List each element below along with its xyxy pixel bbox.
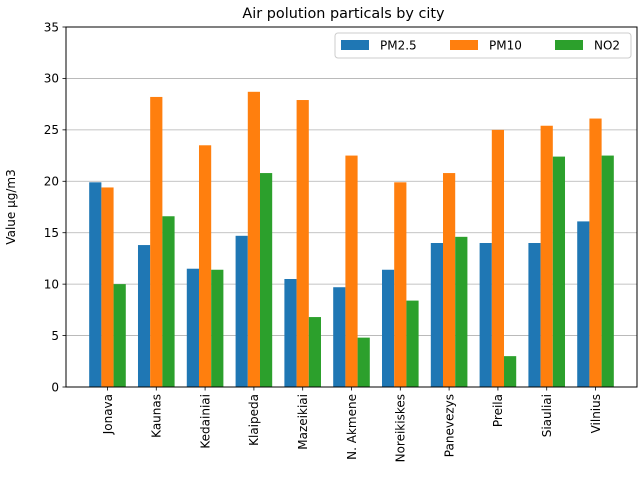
bar-no2-klaipeda [259,173,273,387]
bar-no2-kedainiai [211,269,224,387]
y-tick-label: 35 [44,20,59,34]
bar-pm10-mazeikiai [296,100,309,388]
y-tick-label: 0 [51,380,59,394]
bar-no2-siauliai [552,156,566,387]
bar-pm10-preila [491,129,505,387]
bar-pm10-klaipeda [247,91,260,388]
bar-pm10-noreikiskes [394,182,407,387]
legend-swatch-pm2-5 [341,40,369,50]
bar-pm10-siauliai [540,125,553,387]
x-tick-label: Klaipeda [247,394,261,446]
legend-label: PM10 [489,39,522,53]
bar-no2-panevezys [455,236,468,387]
bar-pm2-5-panevezys [430,243,444,387]
legend-swatch-pm10 [450,40,478,50]
bar-pm10-vilnius [589,118,602,388]
x-tick-label: N. Akmene [345,394,359,460]
bar-pm10-n-akmene [345,155,358,387]
x-tick-label: Siauliai [540,394,554,437]
bar-no2-kaunas [162,216,175,387]
chart-title: Air polution particals by city [242,6,445,22]
y-tick-label: 30 [44,72,59,86]
bar-no2-mazeikiai [308,317,321,387]
bars [89,91,614,388]
bar-no2-n-akmene [357,337,370,387]
legend: PM2.5 PM10 NO2 [334,32,632,59]
x-tick-label: Mazeikiai [296,394,310,450]
bar-pm2-5-noreikiskes [382,269,395,387]
legend-box [334,32,632,59]
bar-pm10-kaunas [150,96,163,387]
bar-pm2-5-kaunas [137,245,151,387]
x-tick-label: Jonava [101,394,115,435]
y-tick-label: 5 [51,329,59,343]
y-tick-label: 25 [44,123,59,137]
x-tick-label: Vilnius [589,394,603,433]
x-tick-label: Preila [491,394,505,427]
bar-pm2-5-kedainiai [186,268,199,387]
bar-pm10-panevezys [443,173,456,387]
y-tick-label: 15 [44,226,59,240]
y-axis-ticks: 0 5 10 15 20 25 30 35 [44,20,66,394]
bar-no2-preila [504,356,517,387]
bar-pm2-5-mazeikiai [284,279,297,387]
x-tick-label: Panevezys [442,394,456,457]
bar-pm10-kedainiai [198,145,212,387]
y-tick-label: 10 [44,277,59,291]
legend-swatch-no2 [555,40,583,50]
bar-pm2-5-klaipeda [235,235,248,387]
x-tick-label: Noreikiskes [394,394,408,462]
y-axis-label: Value µg/m3 [4,169,18,244]
bar-pm2-5-n-akmene [333,287,346,387]
bar-no2-jonava [113,284,126,387]
x-axis-ticks: Jonava Kaunas Kedainiai Klaipeda Mazeikiai N.… [101,387,603,462]
legend-label: PM2.5 [380,39,417,53]
bar-no2-vilnius [601,155,614,387]
y-tick-label: 20 [44,175,59,189]
bar-pm2-5-vilnius [577,221,590,387]
bar-pm2-5-preila [479,243,492,387]
legend-label: NO2 [594,39,620,53]
x-tick-label: Kedainiai [198,394,212,449]
bar-pm2-5-jonava [89,182,102,387]
bar-pm2-5-siauliai [528,243,541,387]
x-tick-label: Kaunas [150,394,164,438]
bar-pm10-jonava [101,187,114,387]
bar-no2-noreikiskes [406,300,419,387]
